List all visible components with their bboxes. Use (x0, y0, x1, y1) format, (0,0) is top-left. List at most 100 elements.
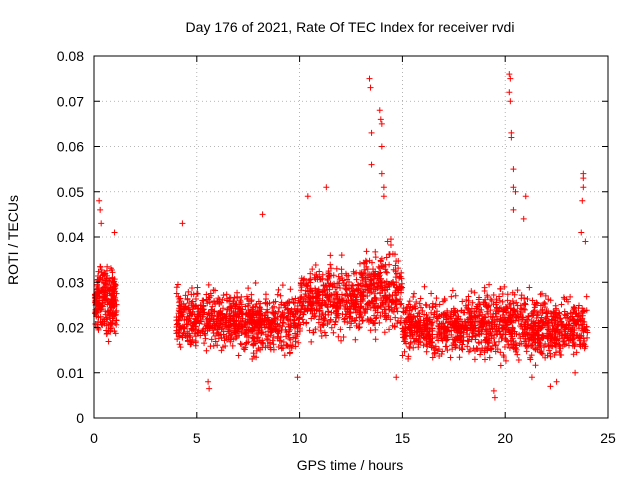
data-point (540, 334, 547, 341)
data-point (447, 354, 454, 361)
data-point (470, 345, 477, 352)
data-point (529, 297, 536, 304)
data-point (556, 348, 563, 355)
data-point (343, 291, 350, 298)
data-point (103, 327, 110, 334)
data-point (387, 242, 394, 249)
data-point (504, 338, 511, 345)
data-point (506, 71, 513, 78)
data-point (444, 336, 451, 343)
data-point (575, 321, 582, 328)
data-point (197, 302, 204, 309)
data-point (179, 332, 186, 339)
data-point (340, 297, 347, 304)
data-point (393, 374, 400, 381)
data-point (455, 313, 462, 320)
data-point (525, 313, 532, 320)
data-point (372, 307, 379, 314)
data-point (579, 197, 586, 204)
data-point (314, 299, 321, 306)
data-point (567, 337, 574, 344)
data-point (507, 98, 514, 105)
data-point (520, 329, 527, 336)
data-point (219, 344, 226, 351)
data-point (561, 311, 568, 318)
data-point (459, 341, 466, 348)
data-point (387, 316, 394, 323)
data-point (252, 279, 259, 286)
data-point (383, 268, 390, 275)
data-points (92, 71, 591, 401)
data-point (421, 311, 428, 318)
data-point (532, 346, 539, 353)
data-point (286, 350, 293, 357)
data-point (528, 352, 535, 359)
data-point (458, 345, 465, 352)
data-point (483, 345, 490, 352)
data-point (464, 316, 471, 323)
data-point (244, 302, 251, 309)
data-point (184, 295, 191, 302)
data-point (355, 282, 362, 289)
data-point (468, 288, 475, 295)
data-point (542, 340, 549, 347)
data-point (101, 299, 108, 306)
data-point (406, 316, 413, 323)
data-point (476, 324, 483, 331)
data-point (507, 75, 514, 82)
data-point (402, 324, 409, 331)
data-point (174, 320, 181, 327)
data-point (364, 266, 371, 273)
data-point (257, 316, 264, 323)
data-point (304, 193, 311, 200)
data-point (391, 306, 398, 313)
data-point (579, 325, 586, 332)
data-point (423, 340, 430, 347)
data-point (578, 229, 585, 236)
data-point (524, 343, 531, 350)
data-point (507, 329, 514, 336)
data-point (483, 334, 490, 341)
data-point (524, 296, 531, 303)
data-point (315, 316, 322, 323)
data-point (454, 308, 461, 315)
data-point (398, 300, 405, 307)
data-point (522, 301, 529, 308)
data-point (205, 296, 212, 303)
data-point (323, 184, 330, 191)
data-point (350, 282, 357, 289)
data-point (530, 325, 537, 332)
data-point (401, 319, 408, 326)
data-point (344, 305, 351, 312)
data-point (442, 343, 449, 350)
data-point (312, 276, 319, 283)
data-point (193, 290, 200, 297)
data-point (510, 184, 517, 191)
data-point (269, 309, 276, 316)
data-point (522, 193, 529, 200)
data-point (267, 332, 274, 339)
data-point (433, 318, 440, 325)
data-point (281, 314, 288, 321)
data-point (449, 346, 456, 353)
data-point (456, 354, 463, 361)
data-point (193, 323, 200, 330)
data-point (231, 294, 238, 301)
data-point (227, 338, 234, 345)
data-point (230, 313, 237, 320)
data-point (553, 378, 560, 385)
data-point (349, 282, 356, 289)
data-point (548, 316, 555, 323)
data-point (338, 270, 345, 277)
data-point (379, 279, 386, 286)
data-point (307, 270, 314, 277)
data-point (173, 290, 180, 297)
data-point (387, 293, 394, 300)
data-point (477, 301, 484, 308)
data-point (448, 308, 455, 315)
data-point (375, 284, 382, 291)
data-point (573, 310, 580, 317)
data-point (296, 299, 303, 306)
data-point (526, 335, 533, 342)
y-tick-label: 0.03 (57, 274, 84, 290)
